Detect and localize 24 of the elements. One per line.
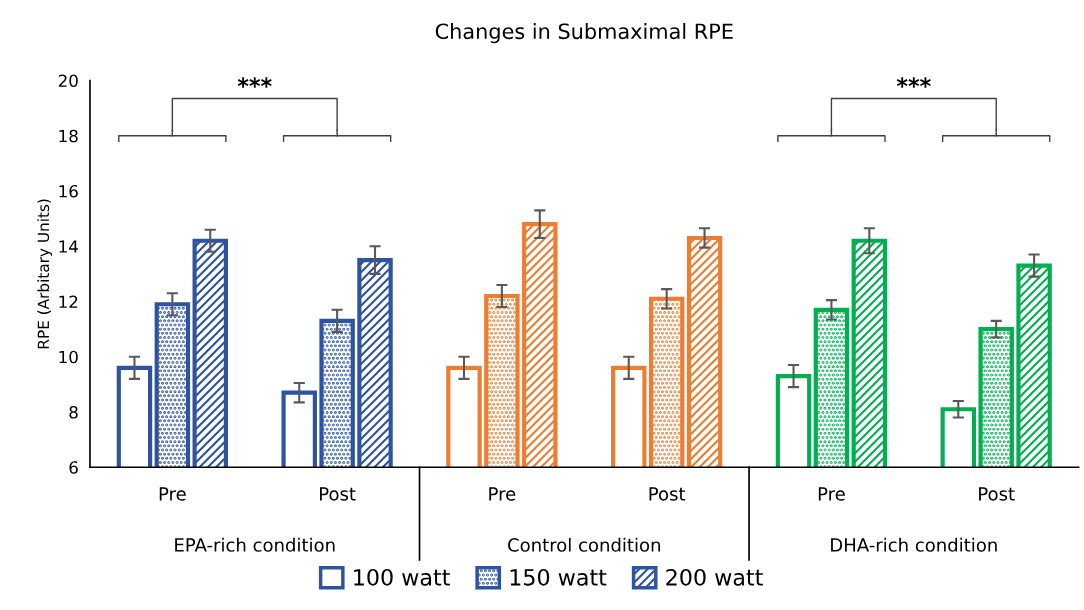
x-tick-label: Pre: [818, 487, 845, 501]
y-tick-label: 18: [59, 129, 78, 143]
y-tick-label: 8: [69, 405, 78, 419]
text: EPA-rich condition: [175, 537, 335, 552]
y-tick-label: 14: [59, 240, 78, 253]
legend-label: 100 watt: [354, 568, 450, 586]
text: DHA-rich condition: [831, 537, 997, 552]
legend-label: 150 watt: [510, 568, 607, 586]
x-tick-label: Pre: [159, 487, 186, 501]
y-tick-label: 16: [59, 184, 78, 198]
y-tick-label: 20: [58, 74, 78, 88]
legend-label: 200 watt: [666, 568, 763, 586]
y-tick-label: 10: [59, 350, 78, 364]
y-tick-label: 12: [59, 295, 78, 308]
x-tick-label: Pre: [489, 487, 516, 501]
x-tick-label: Post: [320, 487, 356, 501]
annotation: ***: [237, 77, 272, 88]
x-tick-label: Post: [979, 487, 1015, 501]
chart-title: Changes in Submaximal RPE: [435, 23, 733, 44]
text: Control condition: [508, 537, 660, 552]
x-tick-label: Post: [649, 487, 686, 501]
y-axis-title: RPE (Arbitary Units): [37, 199, 53, 349]
annotation: ***: [896, 77, 931, 88]
y-tick-label: 6: [69, 461, 78, 474]
